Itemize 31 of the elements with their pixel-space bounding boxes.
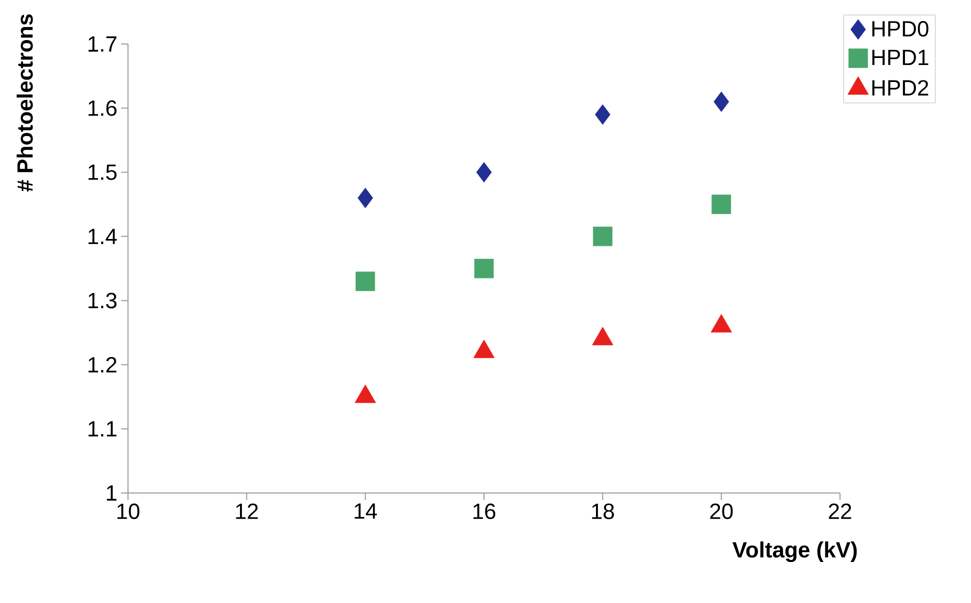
y-tick-label: 1.2 xyxy=(88,357,116,372)
x-tick-label: 12 xyxy=(236,504,258,519)
y-tick-label: 1 xyxy=(106,485,116,501)
y-tick-label: 1.4 xyxy=(88,228,117,244)
x-tick-label: 22 xyxy=(828,504,852,519)
y-tick-label: 1.6 xyxy=(88,100,117,116)
point xyxy=(354,384,376,403)
legend-label: HPD0 xyxy=(872,21,928,37)
point xyxy=(710,314,732,332)
x-tick-label: 14 xyxy=(354,504,377,519)
point xyxy=(474,258,494,278)
y-tick-label: 1.7 xyxy=(88,36,116,52)
x-tick-label: 10 xyxy=(117,504,140,520)
y-tick-label: 1.1 xyxy=(88,421,116,436)
legend-label: HPD2 xyxy=(872,80,928,96)
y-tick-label: 1.5 xyxy=(88,164,117,180)
point xyxy=(594,104,610,125)
point xyxy=(476,162,492,182)
y-tick-label: 1.3 xyxy=(88,292,117,308)
legend-label: HPD1 xyxy=(872,50,928,66)
point xyxy=(714,92,730,112)
x-tick-label: 18 xyxy=(592,504,614,520)
x-tick-label: 16 xyxy=(473,504,496,520)
point xyxy=(592,226,612,246)
point xyxy=(358,188,374,208)
x-tick-label: 20 xyxy=(710,504,733,520)
point xyxy=(592,326,614,346)
point xyxy=(712,194,732,214)
x-axis-title: Voltage (kV) xyxy=(732,541,857,562)
y-axis-title: # Photoelectrons xyxy=(16,14,33,192)
point xyxy=(473,340,495,358)
